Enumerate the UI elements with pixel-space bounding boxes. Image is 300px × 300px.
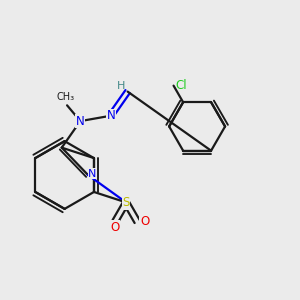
Text: N: N bbox=[76, 115, 85, 128]
Text: O: O bbox=[110, 221, 120, 234]
Text: N: N bbox=[106, 109, 115, 122]
Text: O: O bbox=[140, 215, 149, 228]
Text: H: H bbox=[117, 81, 125, 91]
Text: Cl: Cl bbox=[175, 79, 187, 92]
Text: CH₃: CH₃ bbox=[56, 92, 75, 102]
Text: N: N bbox=[88, 169, 97, 178]
Text: S: S bbox=[122, 196, 130, 209]
